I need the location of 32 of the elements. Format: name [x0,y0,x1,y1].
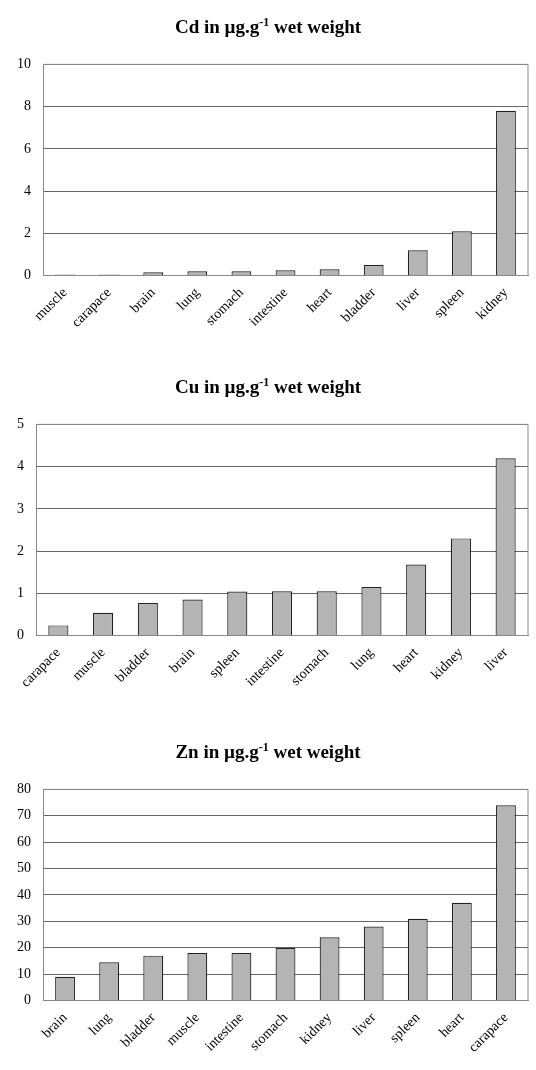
y-tick-label: 3 [17,500,24,516]
y-tick-label: 10 [17,965,31,981]
y-tick-label: 2 [17,542,24,558]
y-tick-label: 20 [17,939,31,955]
y-tick-label: 5 [17,416,24,432]
x-tick-label: liver [349,1009,379,1039]
y-tick-label: 6 [24,140,31,156]
y-tick-label: 8 [24,98,31,114]
y-tick-label: 4 [17,458,24,474]
y-tick-label: 60 [17,833,31,849]
x-tick-label: heart [436,1009,467,1040]
y-tick-label: 40 [17,886,31,902]
x-tick-label: lung [347,644,377,673]
y-tick-label: 70 [17,807,31,823]
x-tick-label: liver [393,284,423,314]
y-tick-label: 30 [17,913,31,929]
chart-title: Zn in µg.g$^{-1}$ wet weight [174,739,362,765]
chart-title: Cu in µg.g$^{-1}$ wet weight [173,374,363,400]
x-tick-label: liver [481,644,511,674]
y-tick-label: 0 [24,992,31,1008]
chart-title: Cd in µg.g$^{-1}$ wet weight [173,14,363,40]
x-tick-label: lung [85,1009,114,1038]
y-tick-label: 2 [24,224,31,240]
x-tick-label: lung [173,284,203,313]
y-tick-label: 0 [24,267,31,283]
x-tick-label: brain [166,644,198,676]
y-tick-label: 0 [17,627,24,643]
y-tick-label: 1 [17,584,24,600]
y-tick-label: 4 [24,182,31,198]
y-tick-label: 10 [17,56,31,72]
y-tick-label: 80 [17,781,31,797]
y-tick-label: 50 [17,860,31,876]
